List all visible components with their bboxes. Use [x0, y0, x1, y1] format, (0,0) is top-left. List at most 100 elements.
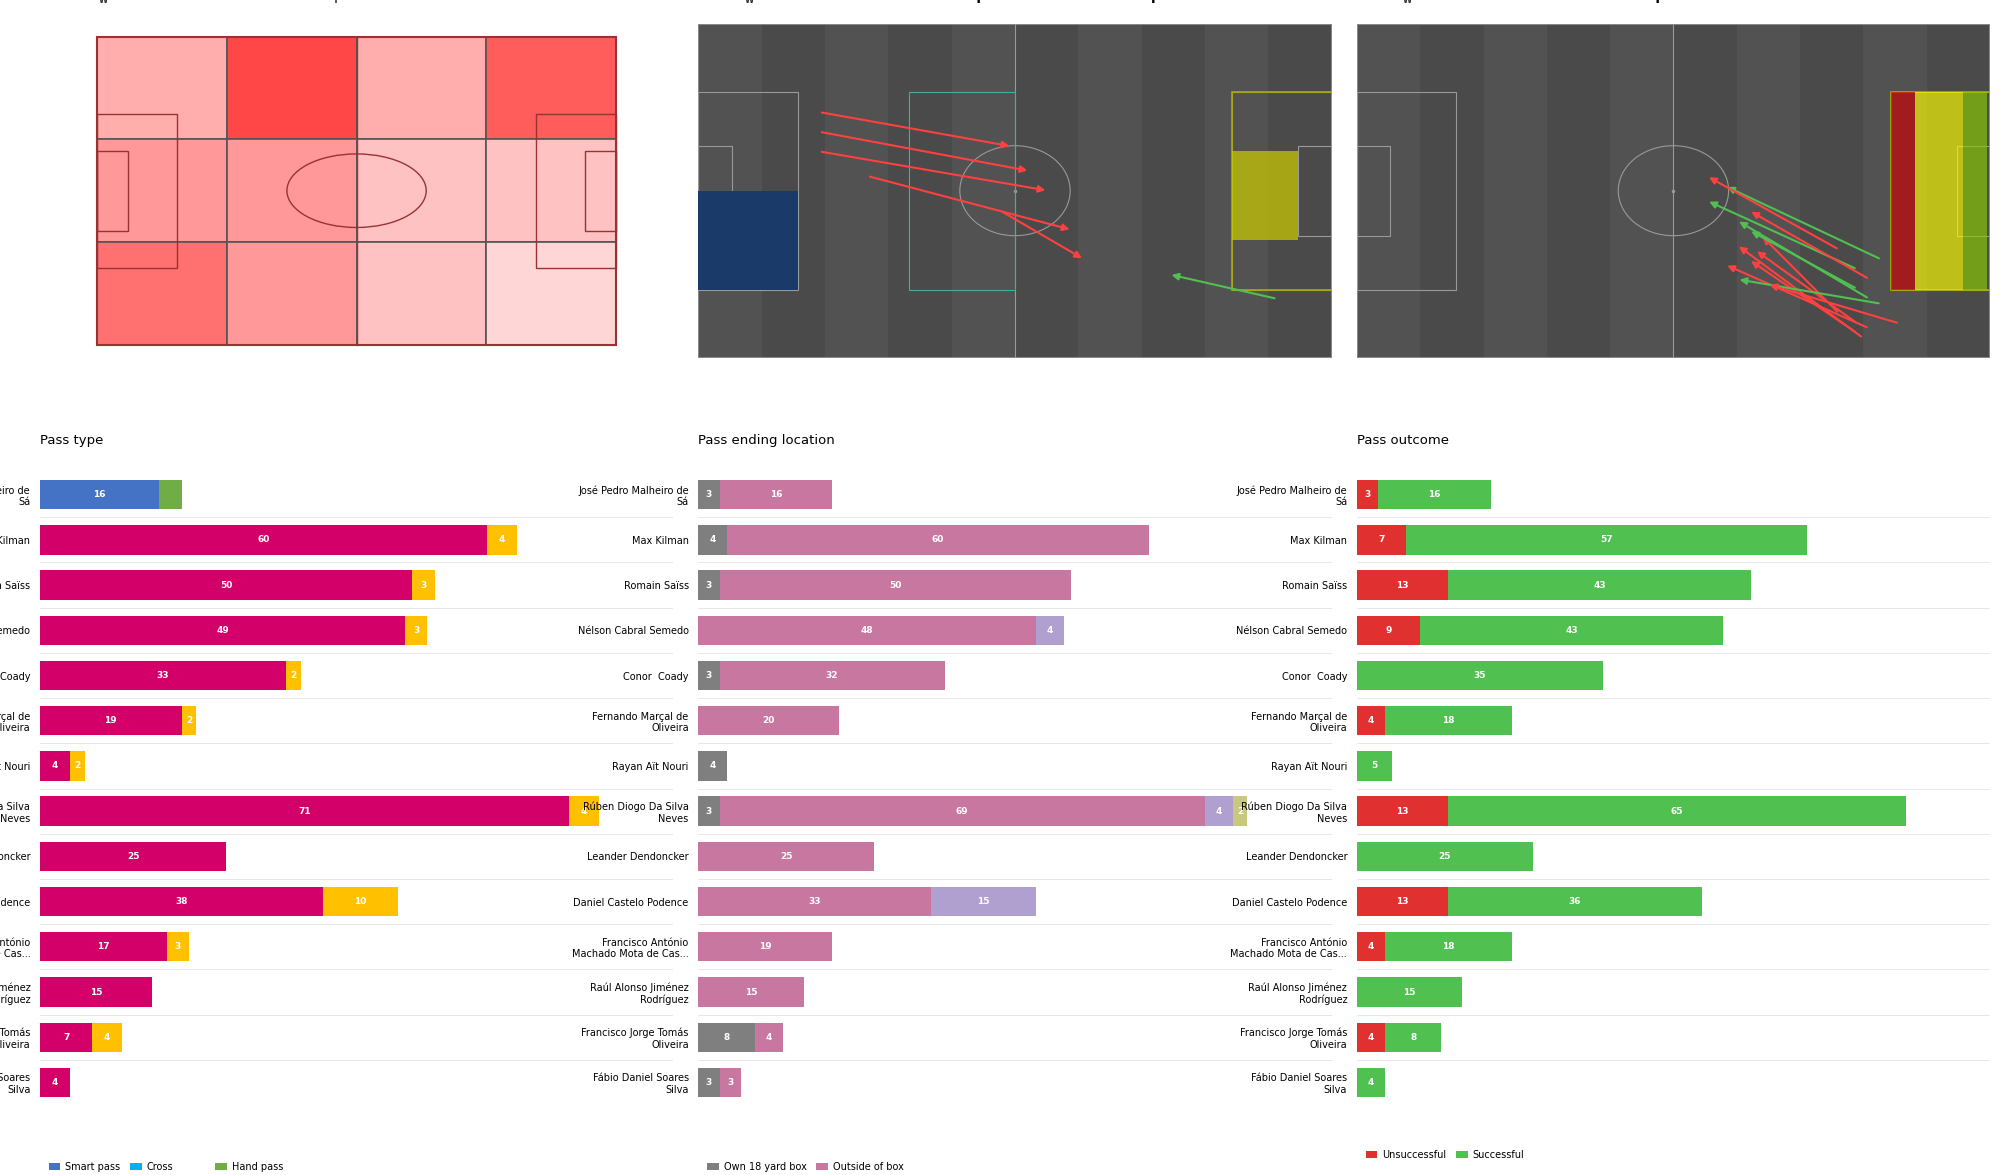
Bar [40, 570, 412, 599]
Bar [96, 36, 616, 344]
Bar [1386, 1022, 1442, 1052]
Bar [40, 797, 568, 826]
Bar [1356, 146, 1390, 236]
Text: 3: 3 [706, 580, 712, 590]
Text: 3: 3 [706, 807, 712, 815]
Text: 19: 19 [104, 717, 118, 725]
Bar [166, 932, 188, 961]
Text: 25: 25 [1438, 852, 1452, 861]
Bar [698, 1022, 754, 1052]
Text: 2: 2 [1236, 807, 1244, 815]
Polygon shape [82, 0, 126, 16]
Text: 7: 7 [1378, 536, 1384, 544]
Bar [698, 24, 762, 358]
Text: 2: 2 [290, 671, 296, 680]
Bar [486, 36, 616, 140]
Bar [1448, 570, 1750, 599]
Polygon shape [728, 0, 772, 16]
Bar [226, 242, 356, 344]
Bar [1890, 92, 1990, 290]
Bar [1914, 92, 1938, 290]
Text: 4: 4 [1368, 942, 1374, 952]
Text: Pass ending location: Pass ending location [698, 434, 836, 446]
Text: 2: 2 [186, 717, 192, 725]
Bar [1268, 24, 1332, 358]
Text: 13: 13 [1396, 897, 1408, 906]
Bar [1204, 797, 1234, 826]
Text: 20: 20 [762, 717, 774, 725]
Bar [698, 660, 720, 690]
Text: 32: 32 [826, 671, 838, 680]
Text: 38: 38 [176, 897, 188, 906]
Bar [698, 706, 840, 736]
Bar [70, 751, 84, 780]
Text: 18: 18 [1442, 942, 1454, 952]
Bar [1864, 24, 1926, 358]
Bar [40, 887, 324, 916]
Text: 50: 50 [220, 580, 232, 590]
Text: 15: 15 [744, 987, 758, 996]
Bar [40, 978, 152, 1007]
Bar [40, 1068, 70, 1097]
Bar [568, 797, 598, 826]
Bar [1448, 887, 1702, 916]
Bar [486, 525, 516, 555]
Bar [826, 24, 888, 358]
Text: 9: 9 [1386, 626, 1392, 635]
Legend: Smart pass, Head pass, Cross, Simple pass, Hand pass: Smart pass, Head pass, Cross, Simple pas… [44, 1159, 288, 1175]
Text: 15: 15 [90, 987, 102, 996]
Bar [698, 932, 832, 961]
Bar [698, 525, 726, 555]
Text: 57: 57 [1600, 536, 1612, 544]
Bar [1962, 92, 1986, 290]
Bar [1356, 1022, 1386, 1052]
Bar [1420, 24, 1484, 358]
Bar [486, 242, 616, 344]
Text: 43: 43 [1566, 626, 1578, 635]
Bar [1142, 24, 1204, 358]
Bar [1356, 978, 1462, 1007]
Bar [698, 841, 874, 871]
Bar [1406, 525, 1808, 555]
Bar [40, 525, 486, 555]
Text: 15: 15 [1404, 987, 1416, 996]
Text: 3: 3 [420, 580, 426, 590]
Bar [1546, 24, 1610, 358]
Bar [226, 36, 356, 140]
Text: Pass type: Pass type [40, 434, 104, 446]
Bar [96, 114, 178, 268]
Bar [726, 525, 1148, 555]
Bar [1234, 797, 1248, 826]
Bar [1204, 24, 1268, 358]
Bar [536, 114, 616, 268]
Polygon shape [1386, 0, 1430, 16]
Bar [698, 1068, 720, 1097]
Bar [720, 660, 944, 690]
Bar [1036, 616, 1064, 645]
Bar [40, 932, 166, 961]
Text: 4: 4 [710, 536, 716, 544]
Text: 4: 4 [1368, 1033, 1374, 1042]
Bar [1298, 146, 1332, 236]
Bar [356, 36, 486, 140]
Text: 3: 3 [706, 490, 712, 499]
Bar [888, 24, 952, 358]
Bar [1232, 152, 1298, 240]
Text: 3: 3 [414, 626, 420, 635]
Text: 4: 4 [52, 761, 58, 771]
Text: 4: 4 [1368, 1077, 1374, 1087]
Bar [1356, 616, 1420, 645]
Text: Wolverhampton Wanderers Pass zones: Wolverhampton Wanderers Pass zones [260, 0, 518, 4]
Text: W: W [98, 0, 108, 5]
Text: 3: 3 [174, 942, 180, 952]
Bar [404, 616, 428, 645]
Text: 18: 18 [1442, 717, 1454, 725]
Bar [1016, 24, 1078, 358]
Bar [1890, 92, 1990, 290]
Bar [1356, 479, 1378, 509]
Text: 4: 4 [1216, 807, 1222, 815]
Bar [96, 242, 226, 344]
Text: 16: 16 [770, 490, 782, 499]
Bar [1232, 92, 1332, 290]
Bar [720, 570, 1072, 599]
